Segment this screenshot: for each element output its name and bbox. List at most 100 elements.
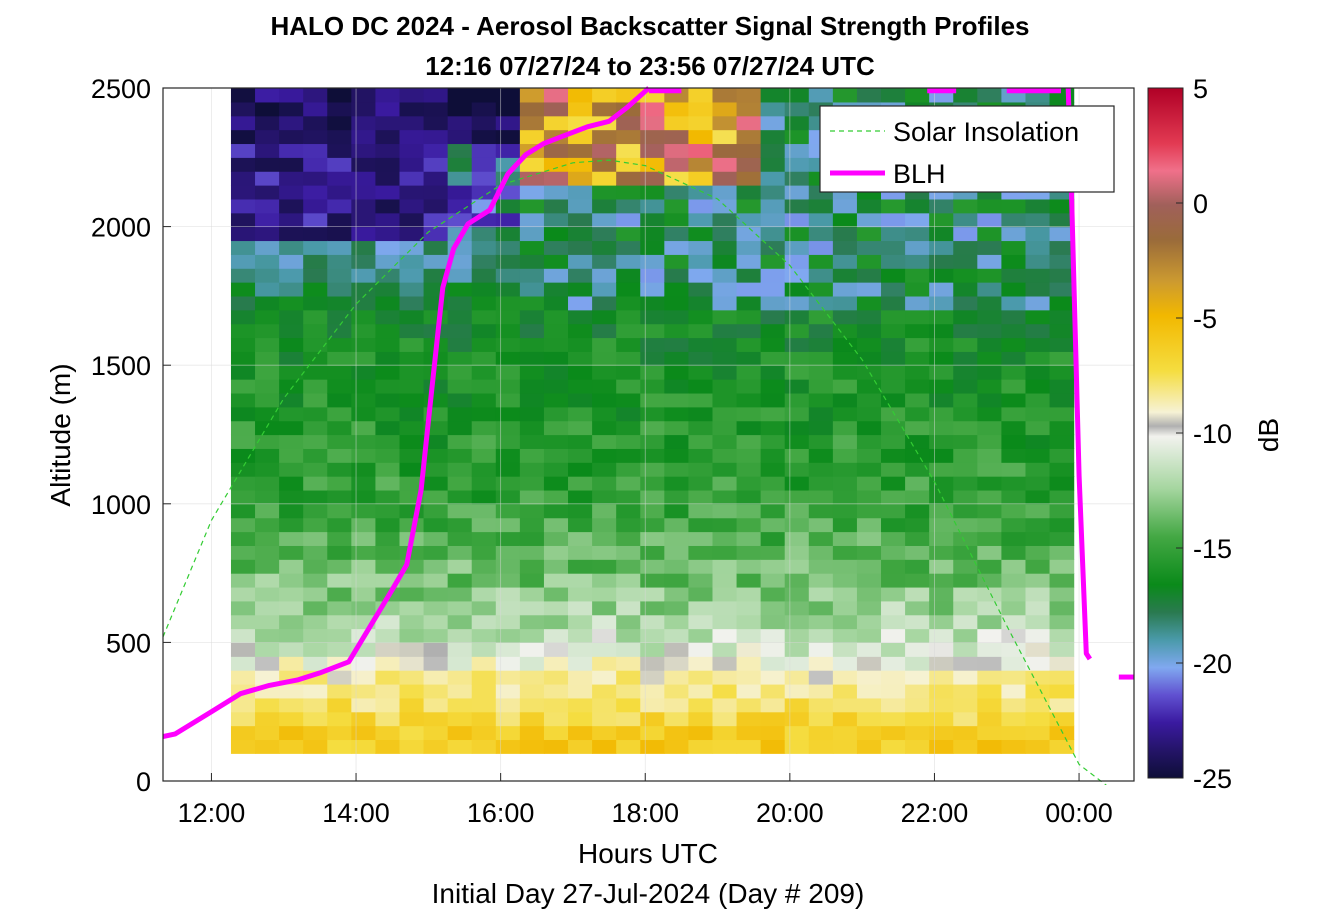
heatmap-cell	[495, 503, 521, 519]
heatmap-cell	[1025, 531, 1051, 546]
heatmap-cell	[1049, 628, 1075, 643]
heatmap-cell	[592, 642, 617, 657]
heatmap-cell	[784, 448, 810, 463]
heatmap-cell	[953, 420, 978, 436]
heatmap-cell	[375, 268, 401, 283]
heatmap-cell	[712, 101, 738, 117]
heatmap-cell	[255, 295, 280, 311]
heatmap-cell	[760, 503, 786, 519]
x-tick-label: 20:00	[756, 798, 824, 828]
heatmap-cell	[760, 420, 786, 436]
heatmap-cell	[977, 545, 1002, 560]
heatmap-cell	[351, 670, 377, 685]
heatmap-cell	[640, 531, 665, 546]
heatmap-cell	[712, 670, 738, 685]
heatmap-cell	[856, 212, 882, 228]
heatmap-cell	[977, 240, 1002, 255]
heatmap-cell	[832, 697, 858, 713]
heatmap-cell	[1025, 614, 1051, 630]
heatmap-cell	[375, 489, 401, 505]
heatmap-cell	[1049, 406, 1075, 422]
heatmap-cell	[1001, 365, 1027, 380]
heatmap-cell	[664, 517, 690, 533]
heatmap-cell	[255, 337, 280, 352]
heatmap-cell	[784, 115, 810, 131]
heatmap-cell	[519, 226, 545, 242]
heatmap-cell	[375, 212, 401, 228]
heatmap-cell	[832, 642, 858, 657]
heatmap-cell	[977, 406, 1002, 422]
heatmap-cell	[351, 365, 377, 380]
heatmap-cell	[688, 309, 714, 325]
heatmap-cell	[977, 88, 1002, 103]
heatmap-cell	[375, 115, 401, 131]
heatmap-cell	[447, 157, 473, 172]
heatmap-cell	[568, 420, 593, 436]
heatmap-cell	[808, 295, 834, 311]
heatmap-cell	[399, 337, 425, 352]
heatmap-cell	[471, 392, 497, 408]
heatmap-cell	[616, 739, 641, 754]
heatmap-cell	[905, 476, 930, 491]
heatmap-cell	[327, 503, 352, 519]
chart-title: HALO DC 2024 - Aerosol Backscatter Signa…	[270, 11, 1029, 41]
heatmap-cell	[760, 351, 786, 366]
heatmap-cell	[856, 337, 882, 352]
heatmap-cell	[230, 198, 256, 214]
heatmap-cell	[736, 268, 762, 283]
heatmap-cell	[856, 573, 882, 588]
heatmap-cell	[423, 115, 449, 131]
heatmap-cell	[664, 697, 690, 713]
heatmap-cell	[953, 656, 978, 671]
heatmap-cell	[856, 476, 882, 491]
heatmap-cell	[519, 517, 545, 533]
heatmap-cell	[1001, 573, 1027, 588]
heatmap-cell	[230, 323, 256, 339]
heatmap-cell	[856, 725, 882, 741]
heatmap-cell	[255, 573, 280, 588]
heatmap-cell	[929, 295, 954, 311]
heatmap-cell	[327, 143, 352, 158]
heatmap-cell	[856, 268, 882, 283]
heatmap-cell	[688, 365, 714, 380]
x-axis-sublabel: Initial Day 27-Jul-2024 (Day # 209)	[432, 878, 865, 909]
heatmap-cell	[279, 129, 304, 145]
heatmap-cell	[856, 392, 882, 408]
heatmap-cell	[423, 517, 449, 533]
heatmap-cell	[688, 434, 714, 449]
heatmap-cell	[519, 337, 545, 352]
heatmap-cell	[712, 531, 738, 546]
heatmap-cell	[423, 171, 449, 186]
heatmap-cell	[279, 545, 304, 560]
heatmap-cell	[399, 365, 425, 380]
heatmap-cell	[760, 282, 786, 297]
heatmap-cell	[1049, 642, 1075, 657]
heatmap-cell	[1001, 711, 1027, 727]
heatmap-cell	[351, 101, 377, 117]
heatmap-cell	[616, 198, 641, 214]
heatmap-cell	[784, 157, 810, 172]
heatmap-cell	[279, 462, 304, 477]
heatmap-cell	[592, 268, 617, 283]
heatmap-cell	[712, 143, 738, 158]
heatmap-cell	[1049, 226, 1075, 242]
heatmap-cell	[1025, 517, 1051, 533]
heatmap-cell	[1001, 628, 1027, 643]
heatmap-cell	[375, 365, 401, 380]
heatmap-cell	[616, 268, 641, 283]
heatmap-cell	[688, 337, 714, 352]
heatmap-cell	[279, 88, 304, 103]
heatmap-cell	[664, 268, 690, 283]
heatmap-cell	[881, 268, 906, 283]
heatmap-cell	[568, 656, 593, 671]
heatmap-cell	[784, 573, 810, 588]
heatmap-cell	[929, 642, 954, 657]
heatmap-cell	[327, 337, 352, 352]
x-tick-label: 18:00	[611, 798, 679, 828]
heatmap-cell	[399, 725, 425, 741]
heatmap-cell	[881, 226, 906, 242]
heatmap-cell	[953, 628, 978, 643]
heatmap-cell	[327, 379, 352, 394]
heatmap-cell	[375, 448, 401, 463]
heatmap-cell	[760, 739, 786, 754]
